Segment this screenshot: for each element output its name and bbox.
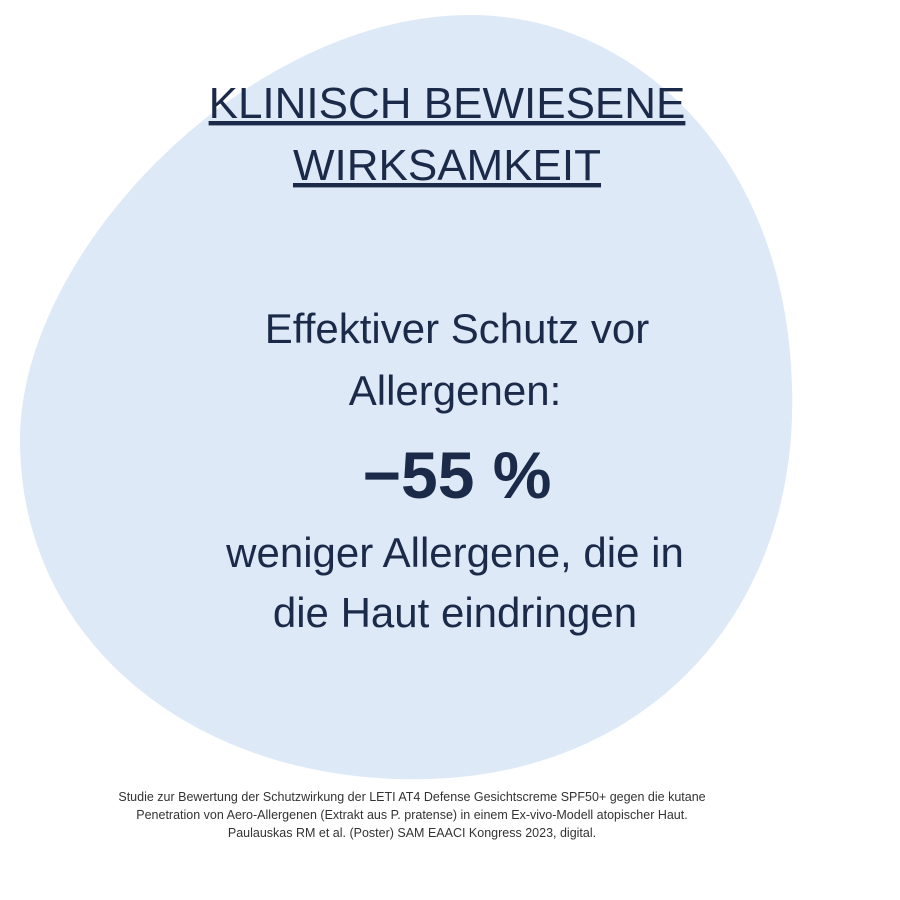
title-line: KLINISCH BEWIESENE [209, 79, 686, 128]
footnote-line: Penetration von Aero-Allergenen (Extrakt… [136, 808, 687, 822]
claim-line: Allergenen: [349, 367, 561, 414]
claim-stat: −55 % [363, 438, 552, 512]
claim-line: Effektiver Schutz vor [265, 305, 649, 352]
footnote-line: Paulauskas RM et al. (Poster) SAM EAACI … [228, 826, 596, 840]
claim-line: weniger Allergene, die in [225, 529, 684, 576]
claim-line: die Haut eindringen [273, 589, 637, 636]
footnote-line: Studie zur Bewertung der Schutzwirkung d… [118, 790, 705, 804]
blob-shape [20, 15, 793, 780]
title-line: WIRKSAMKEIT [293, 141, 601, 190]
